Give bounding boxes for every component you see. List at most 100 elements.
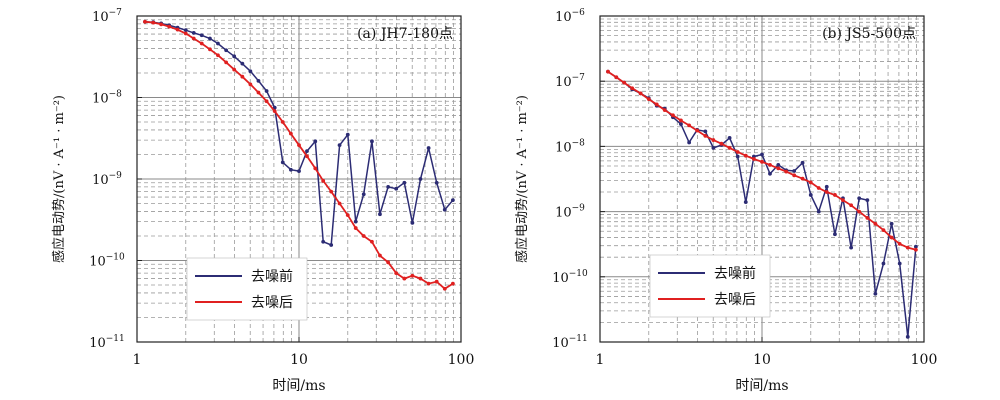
y-tick-label: 10−9	[92, 171, 122, 188]
data-point	[824, 190, 829, 194]
data-point	[776, 163, 781, 167]
data-point	[849, 203, 854, 208]
data-point	[450, 198, 455, 203]
data-point	[679, 122, 683, 126]
y-tick-label: 10−10	[89, 253, 125, 270]
data-point	[199, 41, 204, 46]
data-point	[841, 198, 845, 203]
data-point	[719, 141, 724, 146]
legend-box	[649, 254, 771, 318]
data-point	[248, 82, 253, 87]
data-point	[622, 80, 627, 85]
data-point	[800, 176, 805, 181]
data-point	[264, 89, 269, 93]
data-point	[614, 75, 619, 80]
data-point	[232, 67, 237, 72]
data-point	[768, 163, 772, 167]
x-tick-label: 100	[911, 352, 938, 368]
data-point	[232, 54, 237, 59]
data-point	[889, 235, 894, 240]
data-point	[410, 220, 415, 225]
data-point	[280, 160, 285, 165]
x-tick-label: 10	[290, 352, 308, 368]
data-point	[816, 186, 821, 190]
data-point	[345, 213, 350, 218]
data-point	[418, 177, 423, 181]
data-point	[865, 216, 870, 220]
x-tick-label: 1	[596, 352, 605, 368]
data-point	[426, 281, 431, 286]
legend-label: 去噪后	[251, 295, 293, 311]
data-point	[288, 167, 293, 172]
data-point	[743, 200, 748, 204]
data-point	[402, 180, 407, 185]
legend-label: 去噪前	[714, 265, 756, 282]
data-point	[345, 132, 350, 137]
data-point	[394, 186, 399, 191]
data-point	[394, 271, 399, 276]
y-tick-label: 10−10	[552, 269, 588, 286]
data-point	[450, 281, 455, 286]
data-point	[305, 149, 309, 153]
data-point	[151, 20, 156, 25]
data-point	[386, 260, 391, 265]
data-point	[208, 36, 212, 41]
data-point	[743, 153, 748, 158]
data-point	[175, 27, 180, 32]
data-point	[857, 196, 862, 201]
data-point	[337, 143, 342, 148]
data-point	[264, 99, 269, 104]
data-point	[687, 140, 692, 145]
data-point	[881, 261, 886, 266]
data-point	[240, 74, 245, 79]
y-tick-label: 10−11	[89, 334, 125, 351]
data-point	[808, 193, 813, 197]
data-point	[873, 291, 878, 296]
data-point	[703, 133, 708, 138]
data-point	[191, 31, 196, 35]
data-point	[370, 239, 374, 244]
data-point	[256, 90, 261, 95]
data-point	[873, 221, 878, 226]
data-point	[418, 276, 423, 281]
data-point	[143, 19, 147, 24]
data-point	[297, 169, 301, 174]
data-point	[426, 146, 431, 150]
y-tick-label: 10−7	[555, 73, 585, 90]
data-point	[662, 108, 667, 113]
data-point	[824, 184, 829, 189]
panel-annotation: (b) JS5-500点	[822, 26, 916, 42]
data-point	[913, 244, 918, 249]
data-point	[735, 154, 740, 159]
data-point	[881, 228, 886, 233]
data-point	[735, 150, 740, 154]
data-point	[703, 129, 708, 134]
legend-box	[186, 257, 308, 321]
data-point	[321, 239, 326, 244]
chart-b: 1 10 100 10−11 10−10 10−9 10−8 10−7 10−6 时间/ms 感应电…	[514, 8, 937, 394]
data-point	[183, 28, 188, 33]
data-point	[370, 139, 374, 144]
data-point	[792, 169, 797, 173]
data-point	[442, 207, 447, 212]
data-point	[768, 171, 772, 176]
data-point	[208, 47, 212, 52]
data-point	[833, 232, 837, 237]
data-point	[288, 131, 293, 136]
series-denoised	[143, 19, 455, 291]
data-point	[897, 241, 902, 246]
data-point	[402, 276, 407, 281]
y-axis-label: 感应电动势/(nV · A⁻¹ · m⁻²)	[51, 95, 67, 263]
data-point	[727, 145, 732, 150]
data-point	[679, 118, 683, 123]
panel-annotation: (a) JH7-180点	[357, 26, 453, 42]
data-point	[808, 180, 813, 185]
data-point	[280, 120, 285, 124]
data-point	[216, 53, 220, 58]
data-point	[606, 69, 610, 74]
data-point	[329, 189, 334, 194]
y-tick-label: 10−9	[555, 204, 585, 221]
data-point	[638, 91, 643, 96]
data-point	[913, 247, 918, 252]
